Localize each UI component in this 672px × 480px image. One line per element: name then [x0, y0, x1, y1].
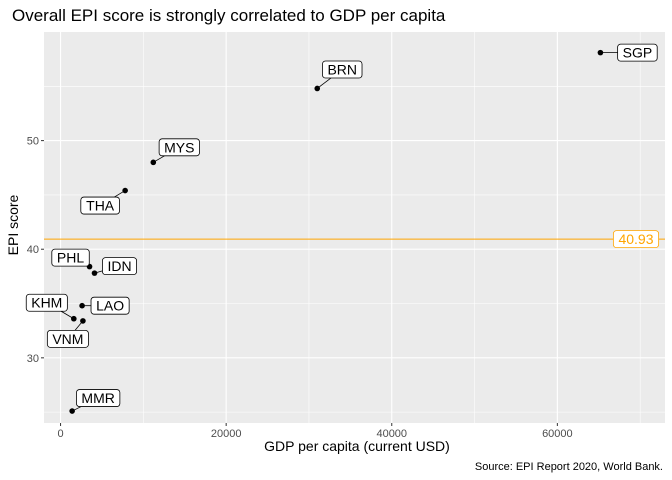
- point-label-box-lao: [90, 296, 130, 315]
- point-label-idn: IDN: [107, 258, 131, 274]
- x-axis-ticks: 0 20000 40000 60000: [57, 423, 573, 440]
- data-point-mmr: [69, 408, 75, 414]
- point-label-box-idn: [102, 257, 137, 276]
- point-label-lao: LAO: [96, 298, 124, 314]
- point-label-mmr: MMR: [81, 390, 114, 406]
- point-label-box-phl: [51, 248, 90, 267]
- data-point-vnm: [80, 318, 86, 324]
- y-tick-label: 50: [27, 136, 39, 148]
- point-label-box-sgp: [617, 43, 658, 62]
- grid-minor: [44, 32, 665, 423]
- data-point-mys: [150, 159, 157, 166]
- point-label-khm: KHM: [31, 295, 62, 311]
- data-point-tha: [122, 187, 128, 194]
- point-label-box-mys: [158, 138, 200, 157]
- reference-line-layer: 40.93: [44, 230, 665, 249]
- point-label-tha: THA: [86, 198, 115, 214]
- data-point-sgp: [597, 49, 604, 56]
- data-point-brn: [314, 85, 321, 92]
- point-label-box-tha: [80, 196, 120, 215]
- point-labels: SGP BRN MYS THA IDN PHL LAO KHM VNM MMR: [25, 43, 658, 407]
- x-tick-label: 40000: [376, 428, 407, 440]
- y-tick-label: 40: [27, 244, 39, 256]
- grid-major: [44, 32, 665, 423]
- x-tick-label: 20000: [211, 428, 242, 440]
- y-axis-title: EPI score: [5, 194, 21, 255]
- y-tick-label: 30: [27, 353, 39, 365]
- x-axis-title: GDP per capita (current USD): [264, 438, 450, 454]
- point-label-box-vnm: [46, 330, 89, 348]
- label-connector: [316, 77, 332, 89]
- x-tick-label: 0: [57, 428, 63, 440]
- reference-line-label-box: [612, 230, 660, 249]
- data-point-khm: [71, 315, 77, 322]
- point-label-sgp: SGP: [623, 45, 653, 61]
- reference-line-label: 40.93: [618, 231, 653, 247]
- data-point-lao: [79, 302, 85, 309]
- point-label-mys: MYS: [164, 139, 194, 155]
- point-label-box-khm: [25, 293, 68, 312]
- chart-title: Overall EPI score is strongly correlated…: [12, 6, 446, 25]
- caption: Source: EPI Report 2020, World Bank.: [475, 461, 663, 473]
- point-label-box-mmr: [76, 389, 121, 407]
- point-label-vnm: VNM: [52, 331, 83, 347]
- point-label-phl: PHL: [57, 250, 84, 266]
- plot-panel: [44, 32, 665, 423]
- data-points: [69, 49, 604, 414]
- point-label-box-brn: [322, 60, 363, 79]
- point-label-brn: BRN: [327, 61, 357, 77]
- y-axis-ticks: 30 40 50: [27, 136, 44, 365]
- x-tick-label: 60000: [542, 428, 573, 440]
- data-point-idn: [91, 270, 98, 276]
